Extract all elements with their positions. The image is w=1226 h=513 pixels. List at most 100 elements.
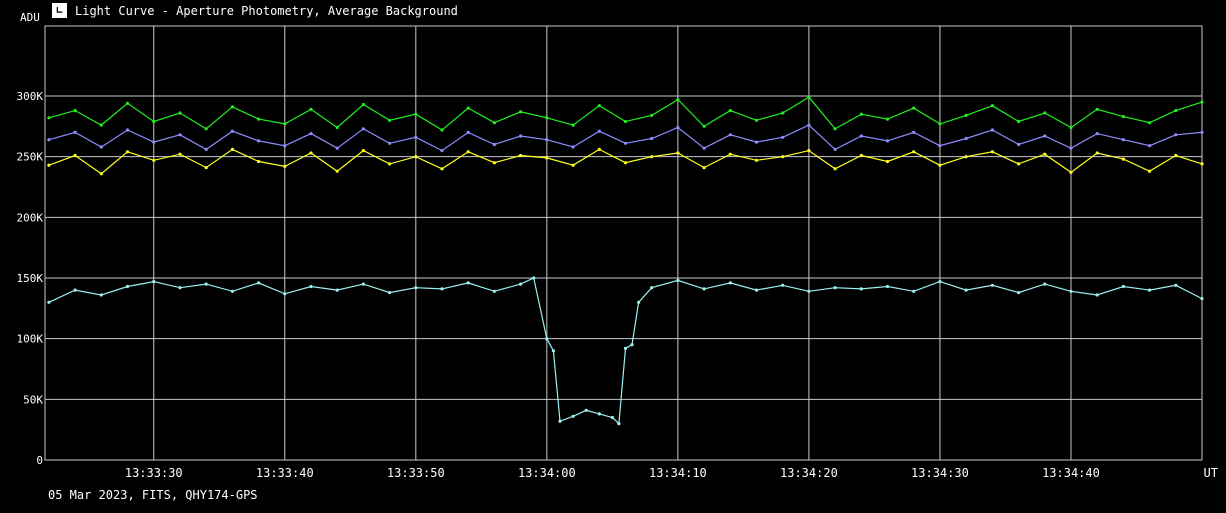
footer-info: 05 Mar 2023, FITS, QHY174-GPS — [48, 488, 258, 502]
data-point-blue — [125, 128, 130, 132]
data-point-cyan — [551, 349, 556, 353]
data-point-green — [230, 105, 234, 109]
data-point-cyan — [532, 276, 536, 280]
data-point-cyan — [257, 281, 261, 285]
data-point-green — [152, 119, 156, 124]
data-point-green — [440, 128, 444, 132]
data-point-blue — [781, 135, 785, 139]
data-point-yellow — [47, 163, 51, 167]
y-tick-label: 200K — [17, 211, 44, 224]
data-point-cyan — [623, 346, 628, 350]
data-point-yellow — [125, 150, 130, 154]
data-point-blue — [990, 128, 995, 132]
data-point-yellow — [283, 164, 287, 168]
data-point-green — [964, 113, 968, 117]
data-point-cyan — [1017, 291, 1021, 295]
data-point-yellow — [545, 156, 549, 160]
data-point-cyan — [885, 284, 890, 289]
data-point-yellow — [754, 158, 759, 162]
data-point-yellow — [204, 166, 208, 170]
data-point-yellow — [309, 151, 313, 155]
data-point-cyan — [938, 280, 942, 284]
data-point-blue — [519, 134, 523, 138]
data-point-yellow — [571, 163, 575, 167]
data-point-green — [99, 123, 103, 127]
data-point-green — [73, 109, 77, 113]
data-point-green — [650, 113, 654, 117]
data-point-green — [1043, 111, 1047, 115]
data-point-cyan — [361, 282, 365, 286]
data-point-blue — [859, 134, 863, 138]
data-point-blue — [283, 144, 287, 148]
data-point-green — [125, 101, 130, 105]
data-point-yellow — [964, 155, 968, 159]
data-point-yellow — [1017, 162, 1021, 166]
data-point-blue — [623, 141, 628, 145]
data-point-cyan — [47, 300, 51, 304]
data-point-blue — [833, 147, 837, 151]
data-point-green — [388, 118, 392, 122]
data-point-blue — [1043, 134, 1047, 138]
x-tick-label: 13:33:50 — [387, 466, 445, 480]
data-point-blue — [1121, 138, 1125, 142]
data-point-cyan — [650, 286, 654, 290]
data-point-blue — [650, 136, 654, 141]
y-tick-label: 0 — [36, 454, 43, 467]
data-point-green — [781, 111, 785, 115]
data-point-cyan — [283, 292, 287, 296]
data-point-green — [623, 119, 628, 124]
data-point-cyan — [519, 282, 523, 286]
data-point-blue — [492, 142, 496, 147]
data-point-blue — [885, 139, 890, 143]
data-point-yellow — [1200, 162, 1204, 166]
data-point-yellow — [859, 153, 863, 158]
data-point-yellow — [99, 172, 103, 176]
data-point-yellow — [230, 147, 234, 151]
data-point-yellow — [1095, 151, 1099, 155]
x-tick-label: 13:34:30 — [911, 466, 969, 480]
data-point-cyan — [558, 419, 562, 423]
data-point-blue — [257, 139, 261, 143]
data-point-yellow — [361, 149, 365, 153]
data-point-blue — [728, 133, 732, 137]
data-point-green — [1095, 107, 1099, 111]
data-point-yellow — [1174, 153, 1178, 158]
data-point-blue — [676, 125, 680, 130]
data-point-green — [807, 95, 811, 99]
data-point-green — [283, 122, 287, 126]
data-point-blue — [964, 136, 968, 141]
data-point-yellow — [807, 149, 811, 153]
data-point-blue — [73, 130, 77, 134]
data-point-blue — [1148, 144, 1152, 148]
data-point-green — [466, 106, 470, 110]
x-tick-label: 13:34:10 — [649, 466, 707, 480]
x-axis-label: UT — [1204, 466, 1218, 480]
lightcurve-app-icon[interactable]: ∟ — [52, 3, 67, 18]
data-point-cyan — [230, 289, 234, 293]
data-point-blue — [204, 147, 208, 151]
data-point-cyan — [1043, 282, 1047, 286]
data-point-cyan — [597, 412, 601, 416]
data-point-green — [859, 112, 863, 116]
data-point-yellow — [1148, 169, 1152, 173]
data-point-yellow — [833, 167, 837, 171]
y-tick-label: 100K — [17, 333, 44, 346]
data-point-yellow — [335, 169, 339, 173]
data-point-cyan — [630, 343, 634, 347]
data-point-yellow — [623, 161, 628, 165]
data-point-cyan — [584, 408, 588, 412]
data-point-yellow — [597, 147, 601, 151]
data-point-cyan — [754, 288, 759, 292]
data-point-green — [1069, 125, 1073, 130]
data-point-cyan — [637, 300, 641, 304]
data-point-blue — [309, 132, 313, 136]
data-point-blue — [1174, 133, 1178, 137]
x-tick-label: 13:34:20 — [780, 466, 838, 480]
data-point-yellow — [1043, 152, 1047, 156]
data-point-yellow — [440, 167, 444, 171]
data-point-green — [754, 118, 759, 122]
x-tick-label: 13:34:00 — [518, 466, 576, 480]
data-point-blue — [1200, 130, 1204, 134]
data-point-yellow — [73, 153, 77, 158]
data-point-blue — [545, 138, 549, 142]
